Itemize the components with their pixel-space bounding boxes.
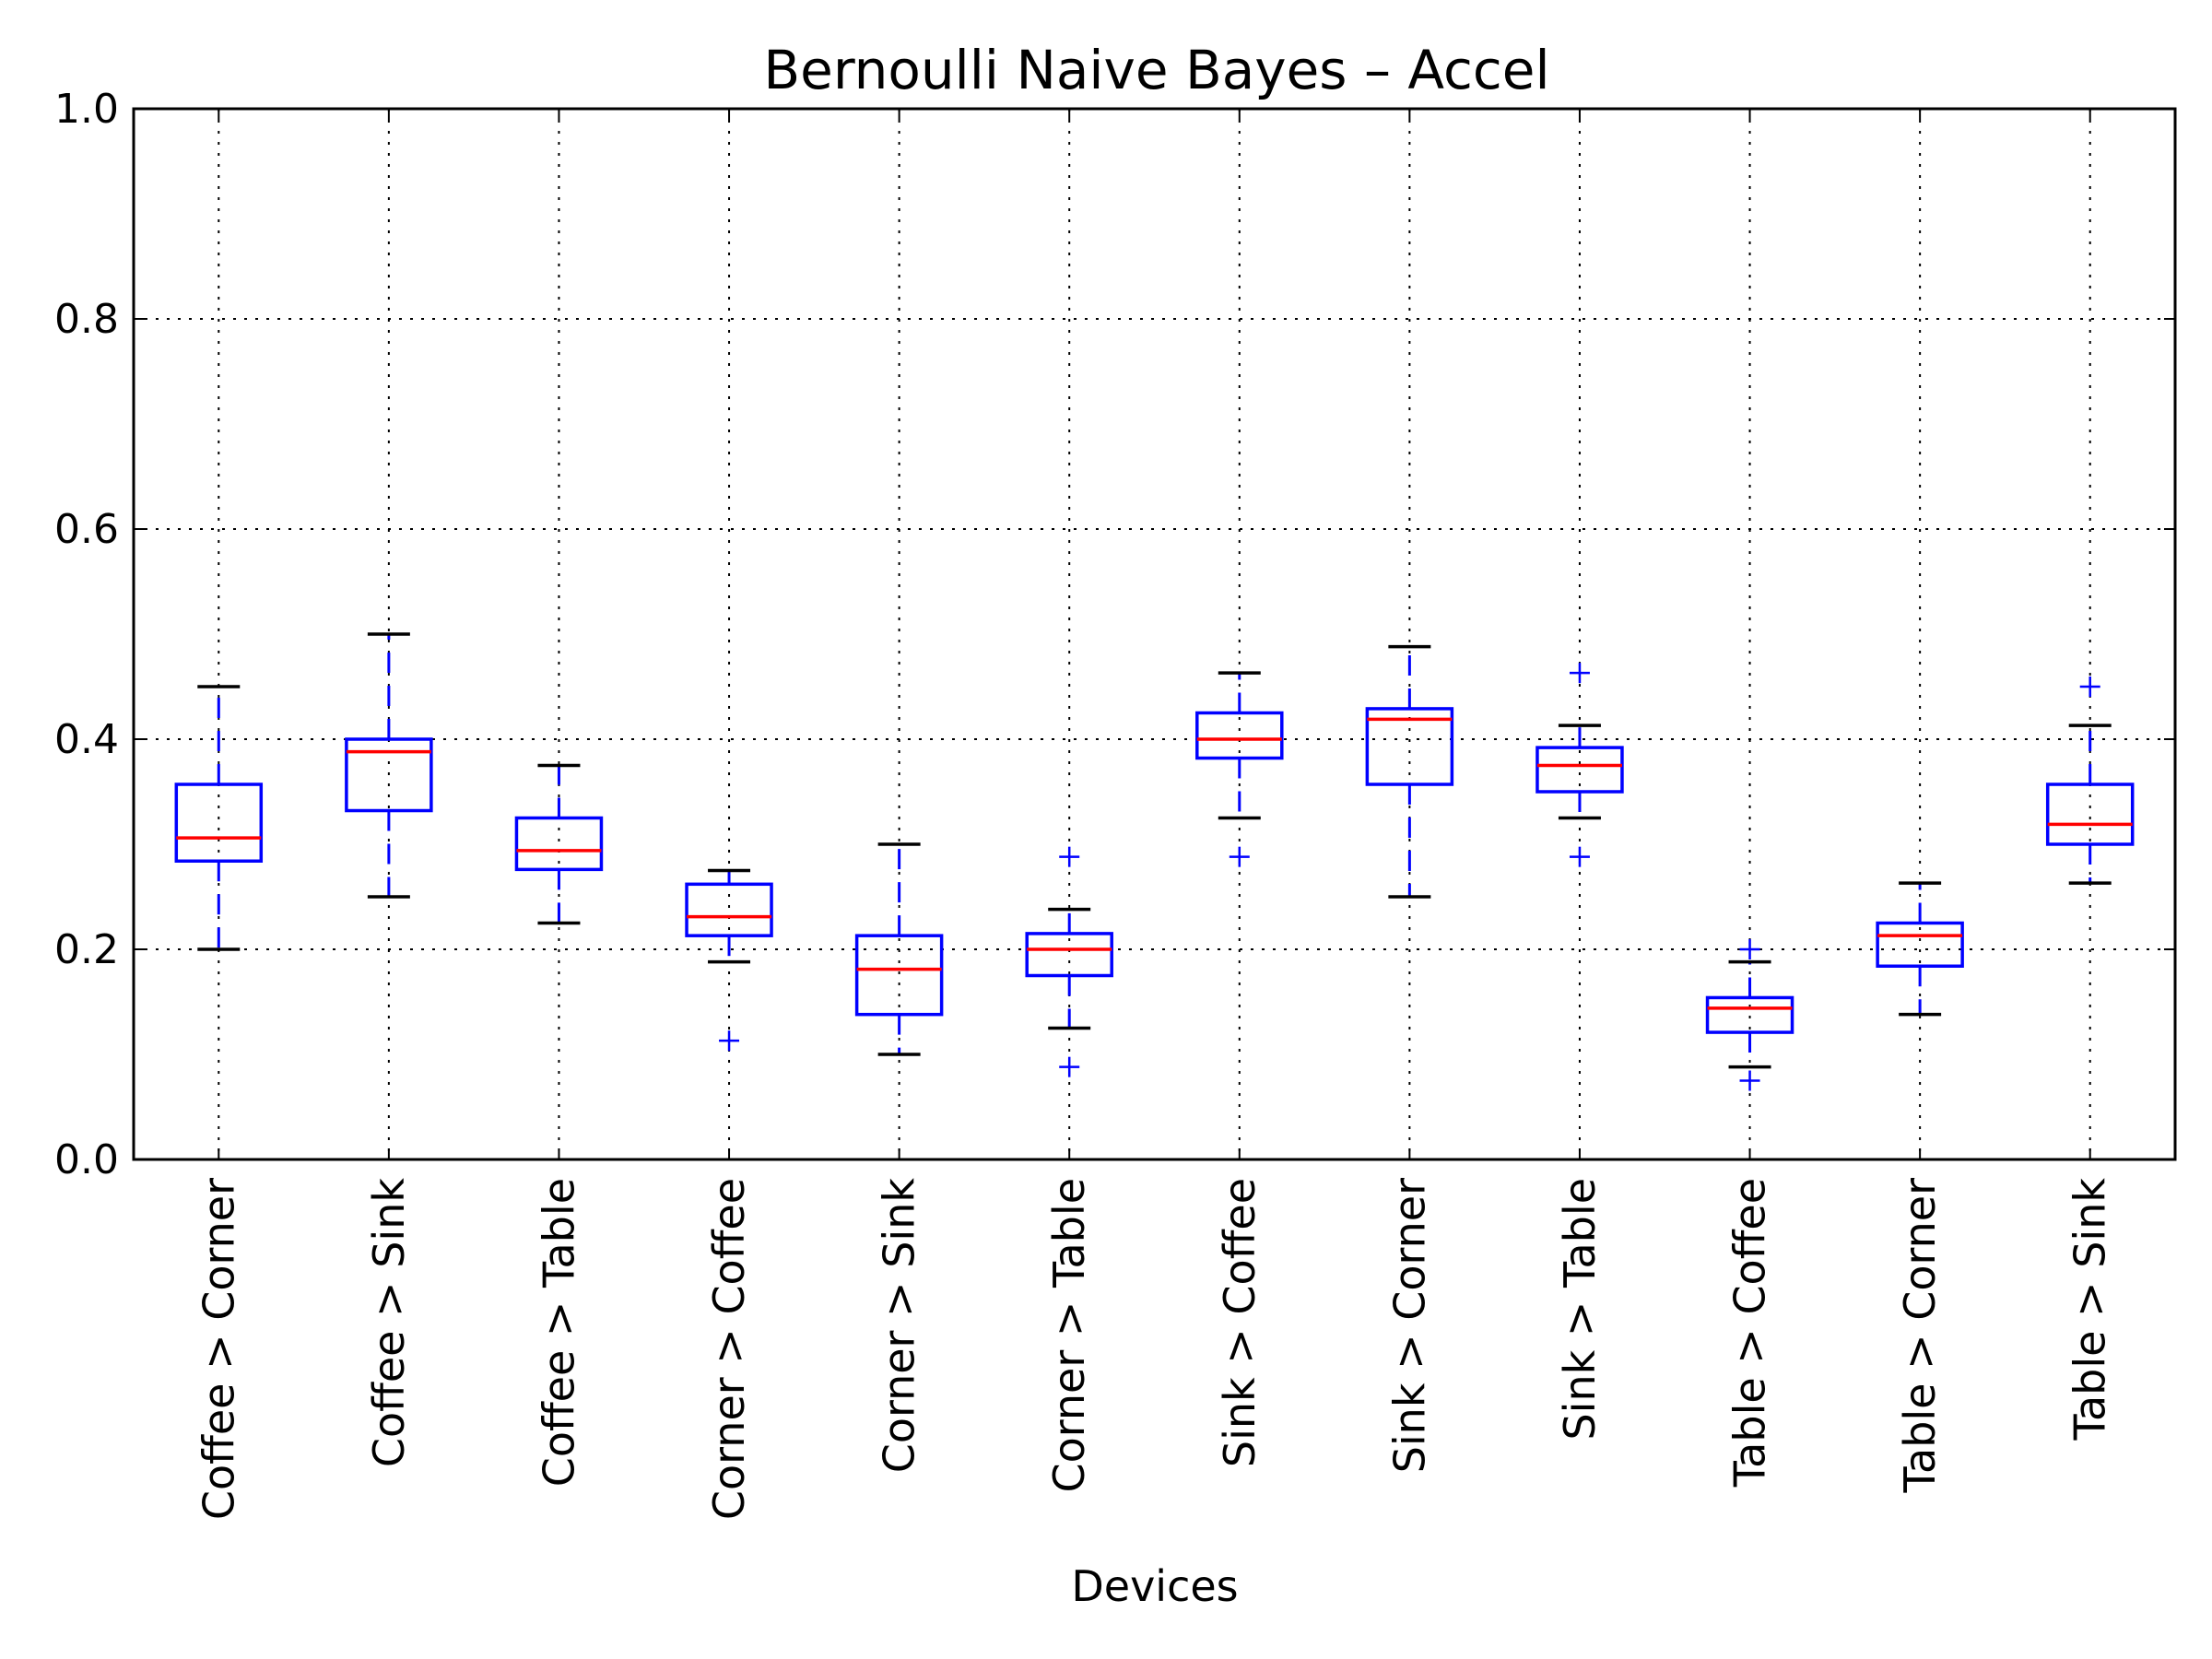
outlier-point bbox=[1059, 846, 1080, 867]
y-tick-label: 0.0 bbox=[54, 1136, 119, 1183]
x-category-label: Sink > Coffee bbox=[1215, 1178, 1265, 1467]
y-axis-ticks: 0.0 0.2 0.4 0.6 0.8 1.0 bbox=[54, 86, 2175, 1183]
box-iqr bbox=[854, 934, 944, 1017]
x-axis-label: Devices bbox=[1071, 1561, 1238, 1611]
outlier-point bbox=[1229, 846, 1250, 867]
box-plot bbox=[1025, 846, 1113, 1077]
chart-title: Bernoulli Naive Bayes – Accel bbox=[763, 39, 1549, 101]
x-category-label: Sink > Table bbox=[1555, 1178, 1605, 1441]
grid-layer bbox=[134, 109, 2175, 1159]
box-plot bbox=[685, 868, 773, 1052]
x-category-label: Sink > Corner bbox=[1384, 1178, 1434, 1473]
outlier-point bbox=[1739, 1070, 1760, 1091]
x-category-label: Corner > Sink bbox=[875, 1178, 924, 1474]
box-iqr bbox=[685, 882, 773, 937]
box-plot bbox=[1195, 671, 1284, 867]
y-tick-label: 0.6 bbox=[54, 506, 119, 553]
x-category-label: Coffee > Sink bbox=[364, 1178, 414, 1467]
box-plot-layer bbox=[174, 632, 2135, 1091]
y-tick-label: 1.0 bbox=[54, 86, 119, 133]
outlier-point bbox=[1059, 1056, 1080, 1077]
y-tick-label: 0.8 bbox=[54, 296, 119, 343]
outlier-point bbox=[1569, 663, 1590, 684]
box-plot bbox=[1705, 939, 1794, 1091]
x-category-label: Table > Coffee bbox=[1725, 1178, 1775, 1488]
box-iqr bbox=[1195, 711, 1284, 760]
x-category-label: Table > Corner bbox=[1895, 1178, 1945, 1494]
x-category-label: Corner > Table bbox=[1044, 1178, 1094, 1492]
x-axis-category-labels: Coffee > Corner Coffee > Sink Coffee > Tab… bbox=[194, 1178, 2114, 1520]
x-category-label: Corner > Coffee bbox=[704, 1178, 754, 1520]
outlier-point bbox=[719, 1030, 740, 1052]
box-iqr bbox=[174, 782, 264, 863]
x-category-label: Table > Sink bbox=[2065, 1178, 2115, 1441]
box-plot bbox=[1365, 644, 1454, 899]
box-plot bbox=[174, 685, 264, 951]
box-iqr bbox=[1876, 921, 1964, 968]
outlier-point bbox=[1569, 846, 1590, 867]
outlier-point bbox=[2079, 677, 2100, 697]
box-iqr bbox=[1365, 707, 1454, 786]
box-iqr bbox=[1025, 932, 1113, 978]
box-plot bbox=[345, 632, 433, 899]
box-plot bbox=[2045, 677, 2135, 885]
outlier-point bbox=[1739, 939, 1760, 959]
x-category-label: Coffee > Table bbox=[534, 1178, 583, 1487]
box-iqr bbox=[514, 816, 604, 872]
box-plot bbox=[1535, 663, 1624, 867]
y-tick-label: 0.2 bbox=[54, 926, 119, 973]
box-iqr bbox=[2045, 782, 2135, 846]
box-plot bbox=[854, 842, 944, 1056]
y-tick-label: 0.4 bbox=[54, 716, 119, 763]
box-iqr bbox=[1535, 746, 1624, 794]
box-plot bbox=[514, 763, 604, 925]
box-plot bbox=[1876, 881, 1964, 1017]
box-iqr bbox=[345, 737, 433, 813]
x-category-label: Coffee > Corner bbox=[194, 1178, 243, 1520]
plot-frame bbox=[132, 107, 2177, 1161]
box-iqr bbox=[1705, 995, 1794, 1034]
